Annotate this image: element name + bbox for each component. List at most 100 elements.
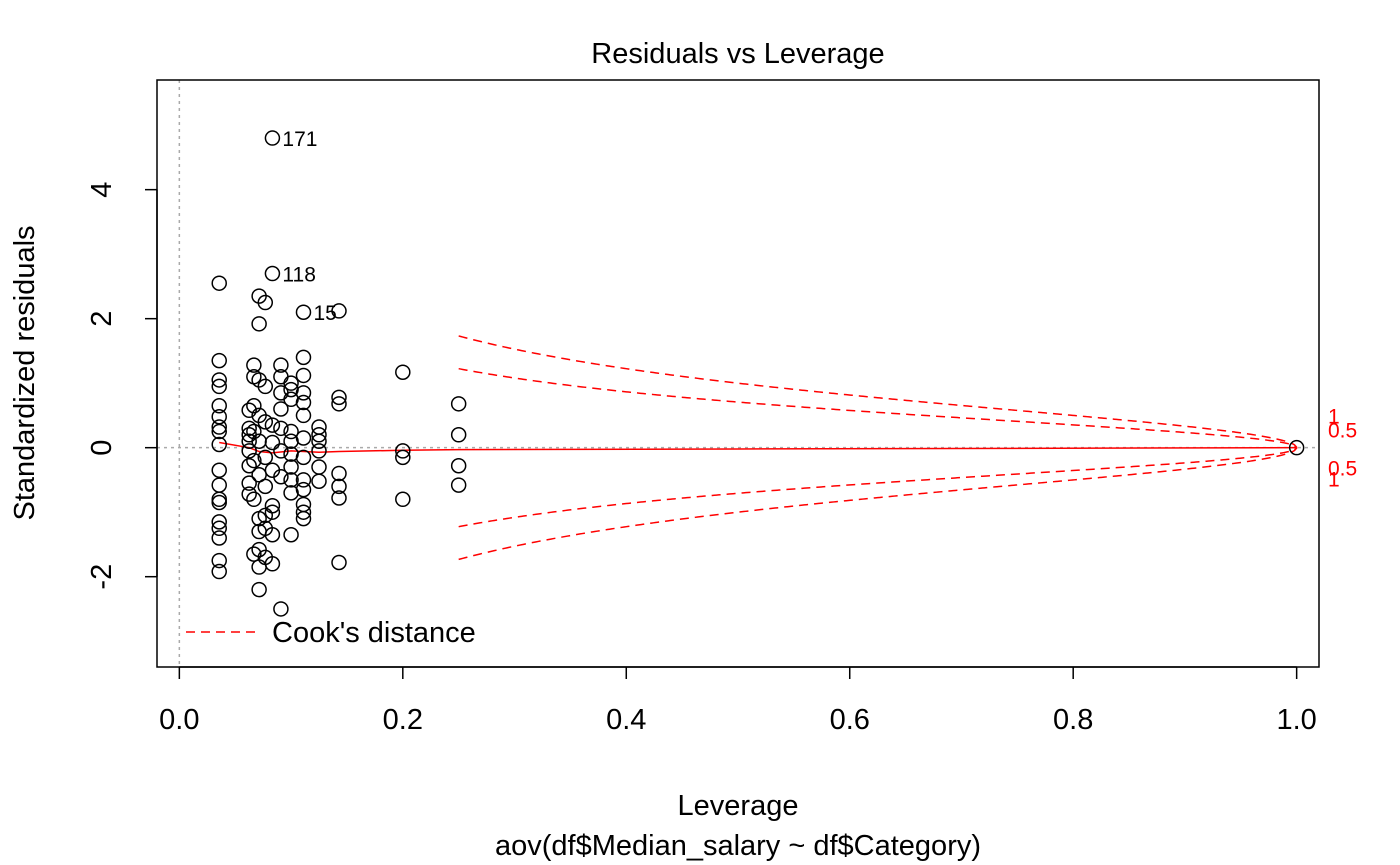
data-point	[331, 554, 347, 571]
data-point	[295, 407, 312, 424]
data-point	[251, 581, 267, 598]
data-point	[311, 433, 327, 449]
data-point	[241, 420, 257, 437]
data-point	[295, 504, 312, 520]
data-point	[264, 434, 281, 451]
smooth-line-group	[219, 441, 1297, 454]
data-point	[246, 398, 262, 414]
data-point	[331, 490, 347, 506]
y-axis: -2 0 2 4	[86, 182, 158, 590]
cooks-contour-line	[458, 447, 1298, 528]
data-point	[264, 527, 281, 543]
x-axis-label: Leverage	[678, 790, 799, 822]
data-point	[211, 378, 227, 395]
data-point	[395, 491, 411, 508]
y-tick-label: 4	[86, 182, 118, 198]
data-point	[295, 385, 312, 401]
data-point	[264, 497, 281, 514]
data-point	[295, 481, 312, 498]
data-point	[251, 541, 267, 558]
cooks-contour-line	[458, 335, 1298, 448]
x-tick-label: 0.8	[1053, 704, 1093, 736]
data-point	[283, 375, 299, 391]
data-point	[273, 468, 289, 485]
data-point	[246, 423, 262, 440]
data-point	[257, 478, 274, 495]
data-point	[311, 427, 327, 443]
cooks-level-label: 0.5	[1328, 458, 1357, 481]
data-point	[257, 449, 274, 466]
plot-frame	[156, 79, 1320, 668]
legend-label: Cook's distance	[272, 617, 476, 649]
data-point	[450, 457, 467, 474]
smooth-line	[219, 441, 1297, 454]
data-point	[264, 130, 281, 146]
data-point	[251, 559, 267, 575]
data-point	[395, 443, 411, 459]
data-point	[211, 408, 227, 425]
data-point	[211, 520, 227, 537]
data-point	[211, 491, 227, 508]
data-point	[246, 491, 262, 508]
cooks-contour-line	[458, 367, 1298, 448]
data-point	[211, 398, 227, 414]
data-point	[241, 486, 257, 502]
data-point	[211, 462, 227, 479]
data-point	[331, 465, 347, 482]
data-point	[331, 303, 347, 319]
data-point	[264, 504, 281, 520]
data-point	[450, 427, 467, 443]
data-point	[246, 546, 262, 562]
data-point	[331, 396, 347, 412]
y-tick-label: 0	[86, 440, 118, 456]
data-point	[241, 433, 257, 449]
data-point	[211, 552, 227, 569]
data-point	[295, 472, 312, 488]
legend: Cook's distance	[186, 617, 476, 649]
data-point	[295, 349, 312, 366]
data-point	[246, 452, 262, 469]
data-point	[241, 402, 257, 419]
data-point	[283, 423, 299, 440]
data-point	[246, 357, 262, 373]
data-point	[211, 514, 227, 530]
data-point	[295, 449, 312, 466]
data-point	[251, 316, 267, 332]
data-point	[283, 527, 299, 543]
y-axis-label: Standardized residuals	[9, 225, 41, 520]
data-point	[257, 378, 274, 395]
data-point	[395, 364, 411, 380]
cooks-contour-line	[458, 447, 1298, 561]
data-point	[264, 417, 281, 433]
data-point	[257, 294, 274, 311]
chart-subtitle: aov(df$Median_salary ~ df$Category)	[495, 830, 981, 862]
data-point	[283, 472, 299, 488]
data-point	[211, 477, 227, 493]
data-point	[264, 556, 281, 572]
cooks-level-label: 0.5	[1328, 420, 1357, 443]
data-point	[273, 443, 289, 459]
y-tick-label: 2	[86, 311, 118, 327]
data-point	[273, 401, 289, 417]
data-point	[295, 430, 312, 446]
data-point	[211, 436, 227, 453]
data-point	[241, 457, 257, 474]
data-point	[211, 275, 227, 291]
data-point	[241, 443, 257, 459]
x-tick-label: 0.6	[830, 704, 870, 736]
data-point	[264, 265, 281, 282]
data-point	[295, 304, 312, 320]
data-point	[311, 459, 327, 475]
data-point	[273, 601, 289, 617]
data-point	[1288, 439, 1305, 456]
data-point	[311, 473, 327, 489]
point-label: 15	[313, 302, 336, 325]
data-point	[295, 394, 312, 411]
data-point	[211, 423, 227, 440]
data-point	[211, 530, 227, 546]
data-point	[211, 419, 227, 435]
data-point	[295, 367, 312, 384]
data-point	[331, 389, 347, 406]
data-point	[241, 475, 257, 491]
